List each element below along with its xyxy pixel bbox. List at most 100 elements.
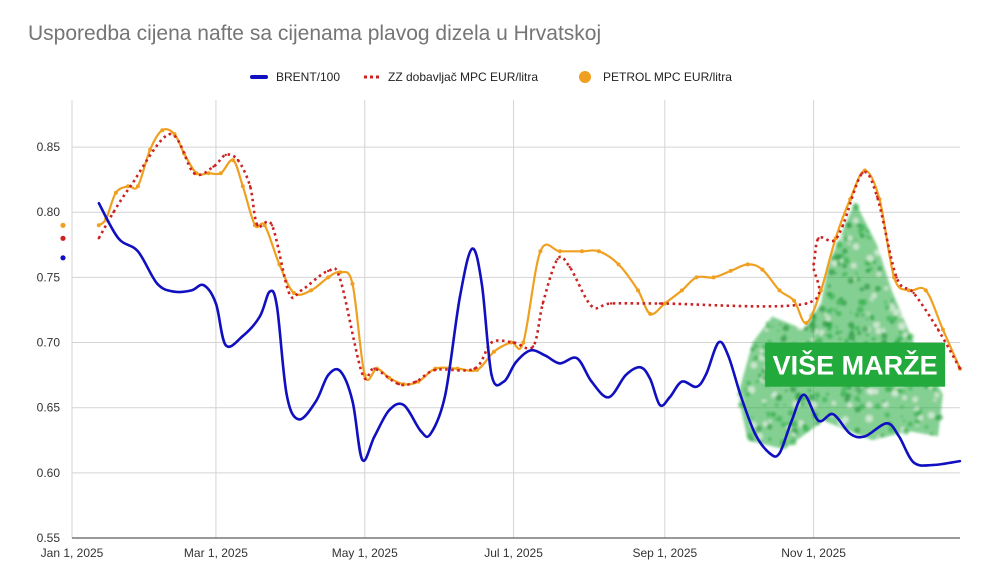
annotation-tree-speck bbox=[795, 431, 799, 435]
left-marker bbox=[60, 222, 66, 228]
annotation-tree-speck bbox=[834, 308, 837, 311]
annotation-tree-speck bbox=[876, 272, 881, 276]
annotation-tree-speck bbox=[755, 379, 760, 384]
annotation-tree-speck bbox=[912, 397, 918, 402]
data-point-zz-dobavljac bbox=[339, 278, 342, 282]
data-point-brent bbox=[117, 237, 120, 240]
data-point-brent bbox=[695, 385, 698, 388]
annotation-tree-speck bbox=[884, 286, 888, 290]
annotation-tree-speck bbox=[842, 248, 848, 254]
data-point-petrol bbox=[833, 236, 838, 241]
annotation-tree-speck bbox=[870, 316, 875, 321]
annotation-tree-speck bbox=[777, 329, 780, 332]
data-point-petrol bbox=[679, 288, 684, 293]
annotation-tree-speck bbox=[826, 326, 832, 332]
data-point-brent bbox=[790, 419, 793, 422]
data-point-brent bbox=[502, 380, 505, 383]
data-point-brent bbox=[639, 366, 642, 369]
data-point-brent bbox=[429, 432, 432, 435]
data-point-brent bbox=[202, 284, 205, 287]
data-point-brent bbox=[705, 372, 708, 375]
series-brent bbox=[97, 201, 962, 467]
annotation-tree-speck bbox=[867, 312, 870, 315]
annotation-tree-speck bbox=[850, 311, 852, 314]
annotation-tree-speck bbox=[828, 292, 835, 300]
annotation-tree-speck bbox=[852, 203, 860, 211]
data-point-petrol bbox=[745, 262, 750, 267]
annotation-tree-speck bbox=[852, 334, 856, 338]
annotation-tree-speck bbox=[881, 433, 885, 437]
annotation-tree-speck bbox=[810, 328, 816, 333]
annotation-label-box bbox=[765, 342, 946, 387]
annotation-tree-speck bbox=[845, 272, 848, 275]
annotation-tree-speck bbox=[834, 310, 838, 314]
data-point-brent bbox=[490, 373, 493, 377]
annotation-tree-speck bbox=[854, 325, 861, 332]
data-point-brent bbox=[480, 282, 483, 286]
annotation-tree-speck bbox=[821, 396, 828, 403]
annotation-tree-speck bbox=[907, 421, 913, 427]
data-point-zz-dobavljac bbox=[512, 341, 515, 344]
annotation-tree-speck bbox=[819, 305, 826, 313]
data-point-brent bbox=[258, 315, 261, 318]
annotation-tree-speck bbox=[903, 428, 910, 435]
data-point-zz-dobavljac bbox=[541, 302, 544, 305]
data-point-zz-dobavljac bbox=[556, 258, 559, 261]
annotation-tree-speck bbox=[865, 333, 869, 337]
annotation-tree-speck bbox=[866, 388, 872, 394]
annotation-tree-speck bbox=[762, 399, 766, 403]
annotation-tree-speck bbox=[902, 395, 907, 400]
annotation-tree-speck bbox=[897, 387, 903, 393]
data-point-brent bbox=[214, 302, 218, 305]
data-point-brent bbox=[402, 403, 405, 407]
data-point-brent bbox=[802, 393, 806, 396]
annotation-tree-speck bbox=[840, 330, 843, 334]
annotation-tree-speck bbox=[744, 387, 748, 391]
axes: 0.55 0.60 0.65 0.70 0.75 0.80 0.85 Jan 1, 2025 M… bbox=[37, 140, 960, 560]
left-markers bbox=[60, 222, 66, 261]
annotation-tree-speck bbox=[745, 391, 751, 397]
x-tick-label: Jul 1, 2025 bbox=[484, 546, 543, 560]
series-group bbox=[60, 128, 962, 467]
annotation-tree-speck bbox=[891, 315, 898, 322]
annotation-tree-speck bbox=[749, 437, 754, 442]
left-marker bbox=[60, 255, 66, 261]
data-point-brent bbox=[190, 289, 193, 292]
data-point-brent bbox=[361, 458, 364, 461]
annotation-tree-speck bbox=[790, 438, 797, 446]
annotation-tree-speck bbox=[835, 325, 838, 329]
annotation-tree-speck bbox=[808, 394, 815, 401]
data-point-petrol bbox=[848, 197, 853, 202]
data-point-petrol bbox=[777, 288, 782, 293]
data-point-brent bbox=[351, 400, 354, 403]
data-point-zz-dobavljac bbox=[590, 304, 593, 308]
annotation-tree-speck bbox=[854, 395, 860, 402]
data-point-petrol bbox=[694, 275, 699, 280]
data-point-petrol bbox=[240, 184, 245, 189]
annotation-tree-speck bbox=[839, 297, 844, 301]
data-point-brent bbox=[224, 344, 227, 347]
annotation-tree-speck bbox=[871, 336, 876, 342]
annotation-tree-speck bbox=[859, 403, 865, 410]
annotation-tree-speck bbox=[884, 300, 887, 304]
annotation-tree-speck bbox=[766, 411, 771, 416]
data-point-petrol bbox=[923, 288, 928, 293]
data-point-brent bbox=[419, 430, 423, 433]
data-point-brent bbox=[849, 432, 852, 435]
annotation-label-group: VIŠE MARŽE bbox=[765, 342, 946, 387]
data-point-zz-dobavljac bbox=[327, 269, 330, 273]
data-point-petrol bbox=[292, 291, 296, 295]
annotation-tree-speck bbox=[857, 223, 861, 228]
annotation-tree-speck bbox=[776, 415, 783, 422]
annotation-tree-speck bbox=[748, 386, 755, 394]
data-point-brent bbox=[314, 400, 318, 403]
annotation-tree-speck bbox=[851, 263, 857, 268]
annotation-tree-speck bbox=[822, 320, 829, 328]
annotation-tree-speck bbox=[855, 277, 861, 282]
annotation-tree-speck bbox=[866, 269, 870, 273]
legend-label: BRENT/100 bbox=[276, 70, 340, 84]
data-point-zz-dobavljac bbox=[129, 185, 132, 188]
annotation-tree-speck bbox=[862, 326, 869, 333]
annotation-tree-speck bbox=[763, 402, 767, 406]
